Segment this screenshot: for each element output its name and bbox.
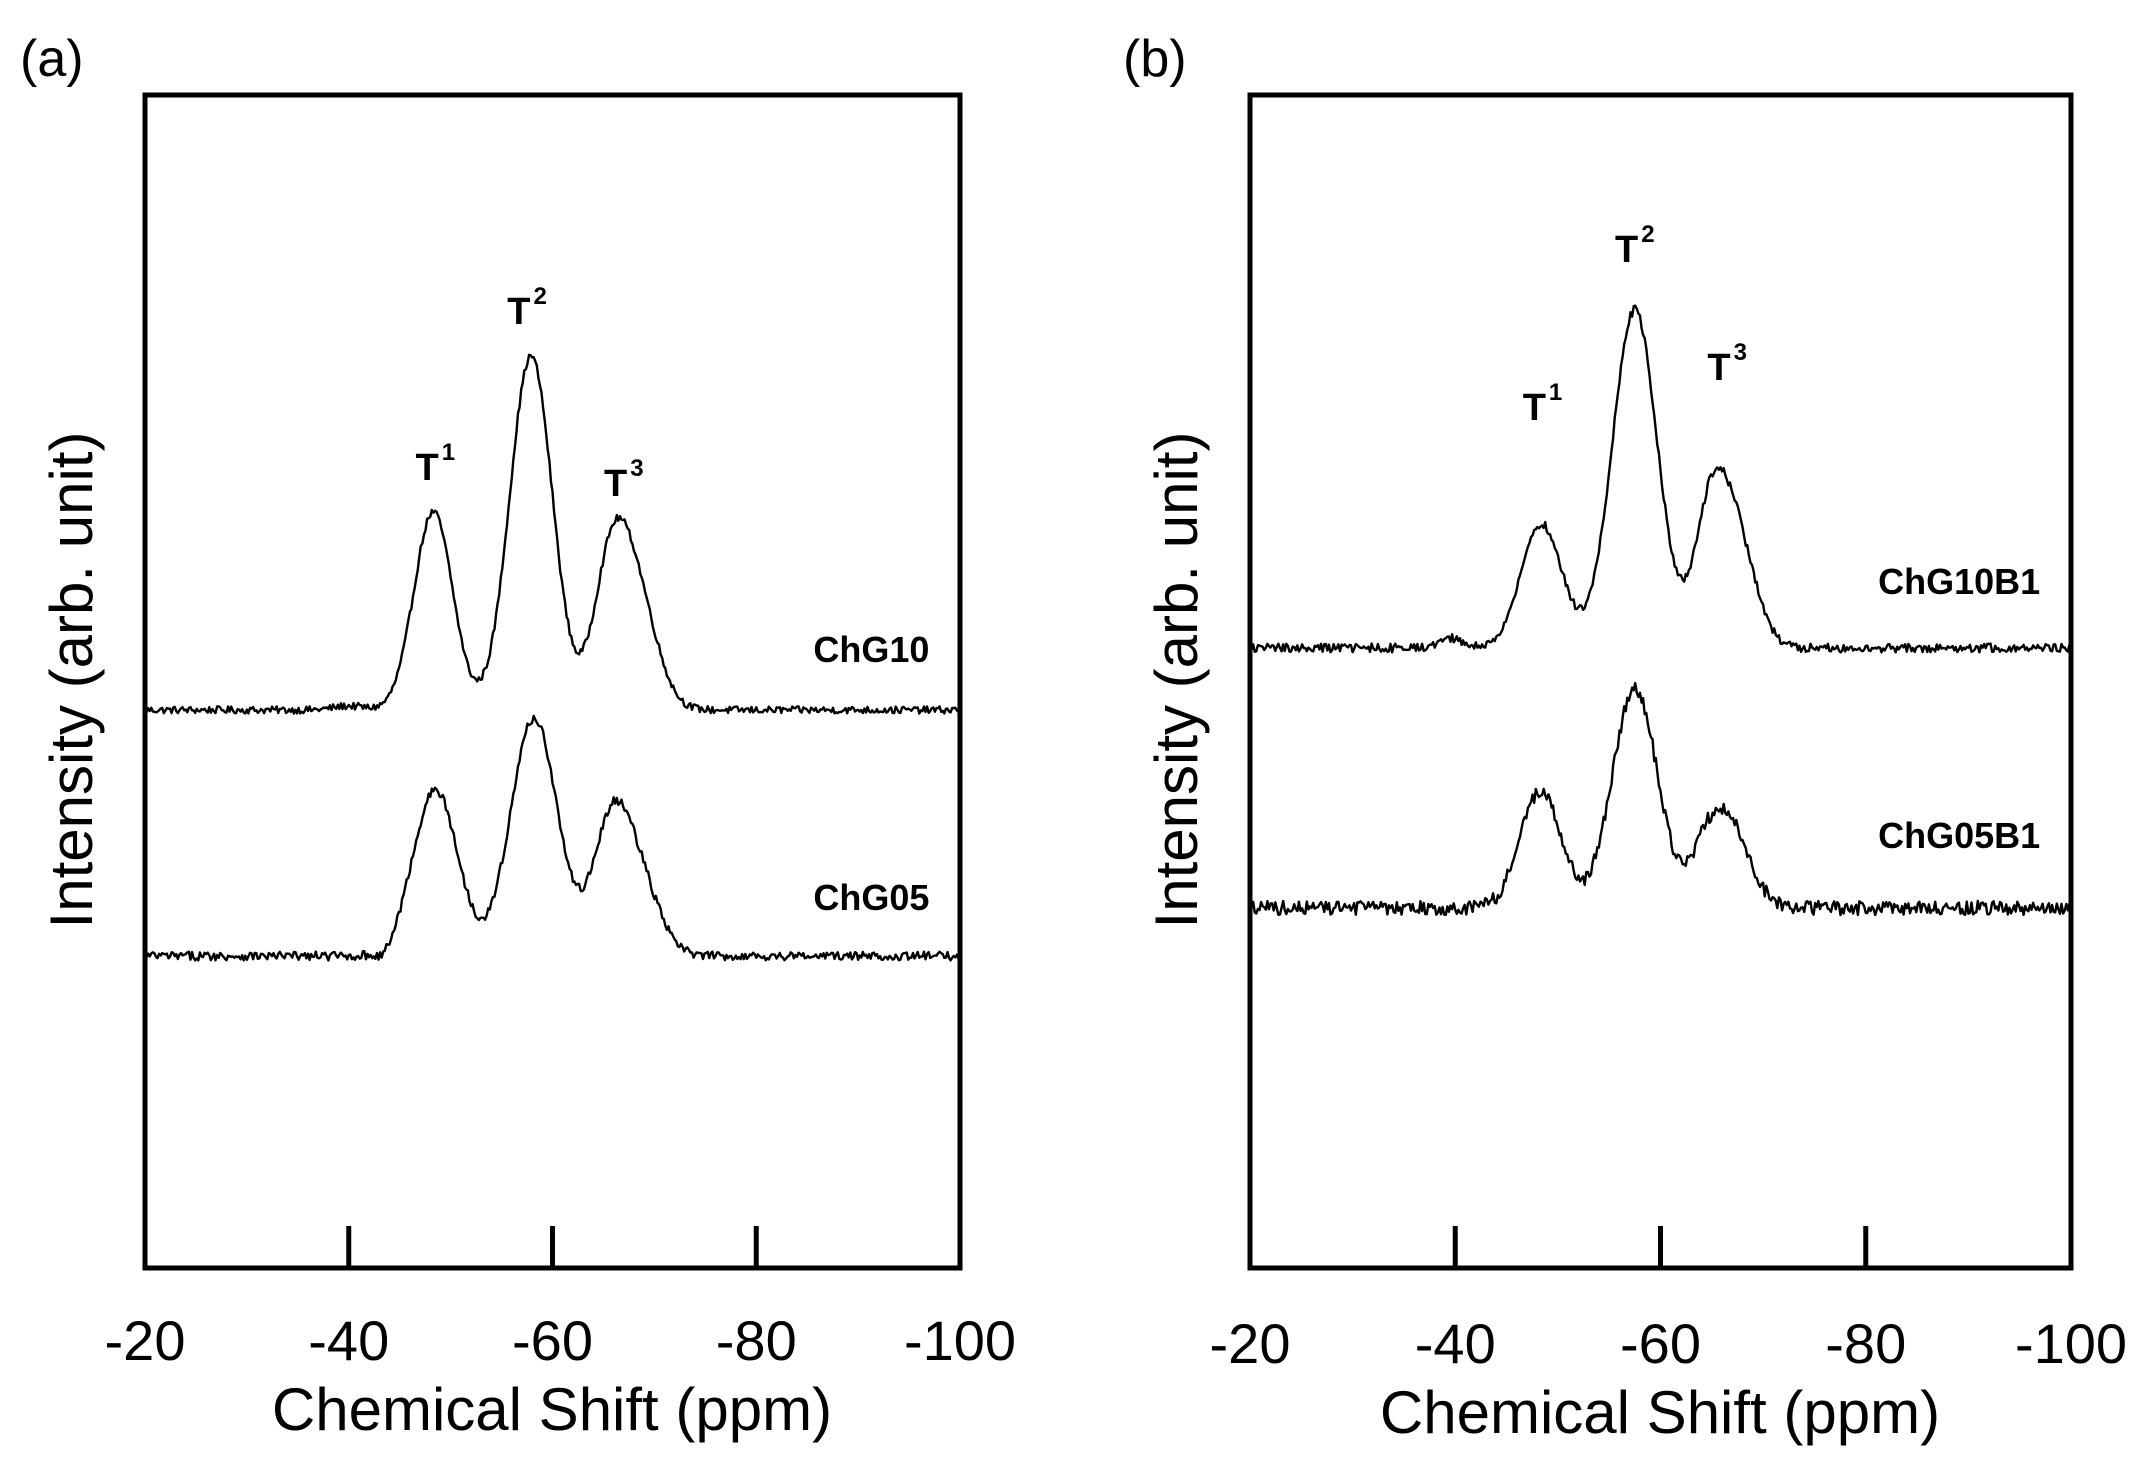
series-label: ChG10B1 [1878, 561, 2040, 602]
panel-b-x-axis-title: Chemical Shift (ppm) [1380, 1379, 1940, 1446]
series-line-chg05 [143, 714, 962, 962]
series-label: ChG05 [813, 877, 929, 918]
series-label: ChG05B1 [1878, 815, 2040, 856]
panel-b-plot-frame [1247, 92, 2074, 1271]
panel-b-label: (b) [1123, 30, 1187, 88]
panel-a-x-axis-title: Chemical Shift (ppm) [272, 1376, 832, 1443]
series-line-chg10 [143, 353, 962, 715]
panel-a-traces [143, 353, 962, 962]
panel-b: (b) T 1 T 2 T 3 ChG10B1 ChG05B1 -20 -40 -60 -80 -1… [1123, 30, 2127, 1446]
series-line-chg05b1 [1248, 681, 2072, 917]
x-tick-label: -80 [1825, 1312, 1906, 1375]
panel-b-peak-labels: T 1 T 2 T 3 [1523, 221, 1747, 429]
panel-b-traces [1248, 304, 2072, 917]
x-tick-label: -20 [1210, 1312, 1291, 1375]
panel-a-series-labels: ChG10 ChG05 [813, 629, 929, 918]
x-tick-label: -40 [308, 1309, 389, 1372]
x-tick-label: -100 [2015, 1312, 2127, 1375]
panel-a-x-ticks [346, 1226, 759, 1268]
panel-a: (a) T 1 T 2 T 3 ChG10 ChG05 -20 -40 -60 -80 -100 C… [20, 30, 1016, 1443]
panel-a-plot-frame [142, 92, 963, 1271]
panel-b-series-labels: ChG10B1 ChG05B1 [1878, 561, 2040, 856]
series-line-chg10b1 [1248, 304, 2072, 654]
series-label: ChG10 [813, 629, 929, 670]
x-tick-label: -20 [105, 1309, 186, 1372]
x-tick-label: -100 [904, 1309, 1016, 1372]
panel-b-y-axis-title: Intensity (arb. unit) [1143, 432, 1210, 929]
x-tick-label: -60 [512, 1309, 593, 1372]
x-tick-label: -60 [1620, 1312, 1701, 1375]
panel-a-label: (a) [20, 30, 84, 88]
panel-a-x-tick-labels: -20 -40 -60 -80 -100 [105, 1309, 1017, 1372]
panel-a-peak-labels: T 1 T 2 T 3 [416, 283, 644, 505]
panel-b-x-tick-labels: -20 -40 -60 -80 -100 [1210, 1312, 2128, 1375]
panel-a-y-axis-title: Intensity (arb. unit) [38, 432, 105, 929]
x-tick-label: -40 [1415, 1312, 1496, 1375]
x-tick-label: -80 [716, 1309, 797, 1372]
panel-b-x-ticks [1452, 1226, 1869, 1268]
